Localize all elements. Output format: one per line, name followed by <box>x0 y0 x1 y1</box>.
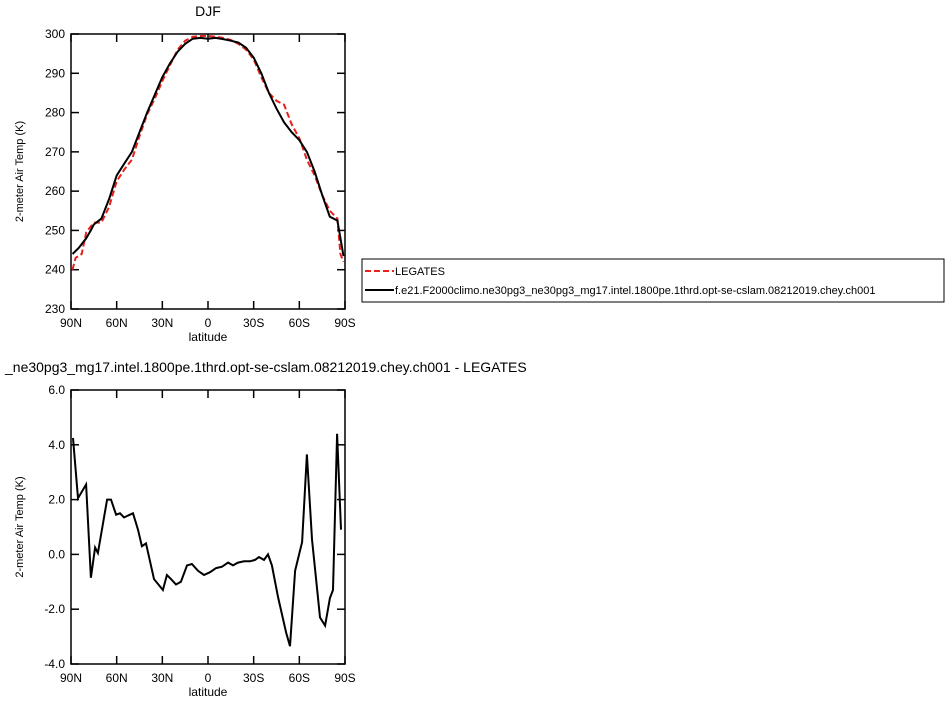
x-axis-label: latitude <box>189 685 228 699</box>
plot-frame <box>70 389 346 665</box>
x-tick-label: 90N <box>60 316 82 330</box>
y-tick-label: -2.0 <box>44 602 65 616</box>
y-tick-label: 2.0 <box>48 493 65 507</box>
x-tick-label: 60S <box>289 671 310 685</box>
y-tick-label: 250 <box>45 223 65 237</box>
x-tick-label: 30N <box>151 671 173 685</box>
data-line <box>72 433 342 647</box>
x-tick-label: 0 <box>205 671 212 685</box>
y-tick-label: -4.0 <box>44 657 65 671</box>
chart-title: _ne30pg3_mg17.intel.1800pe.1thrd.opt-se-… <box>4 359 527 375</box>
y-tick-label: 240 <box>45 263 65 277</box>
x-tick-label: 90N <box>60 671 82 685</box>
legend-label: f.e21.F2000climo.ne30pg3_ne30pg3_mg17.in… <box>395 285 875 297</box>
y-tick-label: 290 <box>45 66 65 80</box>
x-tick-label: 90S <box>334 671 355 685</box>
x-axis-label: latitude <box>189 330 228 344</box>
data-line <box>71 36 345 257</box>
legend-box <box>361 258 945 303</box>
x-tick-label: 90S <box>334 316 355 330</box>
x-tick-label: 30S <box>243 671 264 685</box>
x-tick-label: 30S <box>243 316 264 330</box>
y-axis-label: 2-meter Air Temp (K) <box>14 476 26 577</box>
y-axis-label: 2-meter Air Temp (K) <box>14 121 26 222</box>
y-tick-label: 0.0 <box>48 547 65 561</box>
x-tick-label: 60N <box>106 316 128 330</box>
y-tick-label: 6.0 <box>48 383 65 397</box>
x-tick-label: 30N <box>151 316 173 330</box>
y-tick-label: 300 <box>45 27 65 41</box>
x-tick-label: 60N <box>106 671 128 685</box>
legend-label: LEGATES <box>395 266 445 278</box>
y-tick-label: 230 <box>45 302 65 316</box>
y-tick-label: 270 <box>45 145 65 159</box>
y-tick-label: 260 <box>45 184 65 198</box>
plot-frame <box>70 33 346 310</box>
data-line <box>71 35 345 270</box>
x-tick-label: 0 <box>205 316 212 330</box>
x-tick-label: 60S <box>289 316 310 330</box>
chart-title: DJF <box>195 3 221 19</box>
y-tick-label: 4.0 <box>48 438 65 452</box>
y-tick-label: 280 <box>45 106 65 120</box>
